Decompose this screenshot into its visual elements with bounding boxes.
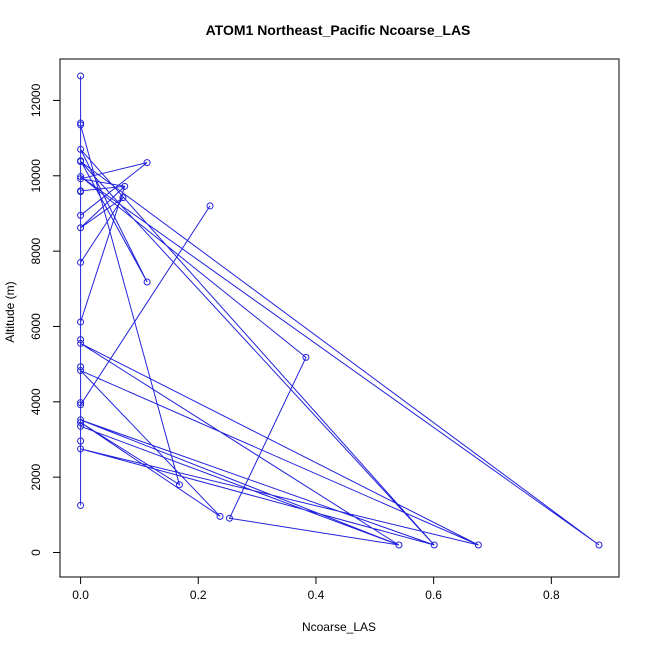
data-point <box>77 224 85 232</box>
data-point <box>77 437 85 445</box>
data-point <box>77 119 85 127</box>
data-point <box>77 188 85 196</box>
x-axis-label: Ncoarse_LAS <box>302 620 376 634</box>
y-axis-label: Altitude (m) <box>3 281 17 342</box>
y-tick-label: 2000 <box>29 463 43 490</box>
data-point <box>77 419 85 427</box>
y-tick-label: 8000 <box>29 237 43 264</box>
x-tick-label: 0.2 <box>190 588 207 602</box>
data-point <box>143 159 151 167</box>
y-tick-label: 12000 <box>29 83 43 117</box>
data-point <box>121 182 129 190</box>
x-tick-label: 0.0 <box>72 588 89 602</box>
data-point <box>175 481 183 489</box>
series-line <box>80 76 600 546</box>
y-tick-label: 6000 <box>29 313 43 340</box>
x-tick-label: 0.4 <box>308 588 325 602</box>
data-point <box>225 514 233 522</box>
data-point <box>77 336 85 344</box>
data-point <box>77 501 85 509</box>
data-point <box>77 211 85 219</box>
data-point <box>77 318 85 326</box>
data-point <box>206 202 214 210</box>
data-point <box>77 175 85 183</box>
data-point <box>77 173 85 181</box>
data-point <box>395 541 403 549</box>
x-tick-label: 0.6 <box>425 588 442 602</box>
data-point <box>77 72 85 80</box>
data-point <box>119 194 127 202</box>
data-point <box>302 353 310 361</box>
data-point <box>595 541 603 549</box>
data-point <box>77 367 85 375</box>
data-point <box>216 512 224 520</box>
data-point <box>143 278 151 286</box>
y-tick-label: 0 <box>29 549 43 556</box>
x-tick-label: 0.8 <box>543 588 560 602</box>
y-tick-label: 10000 <box>29 159 43 193</box>
data-point <box>77 401 85 409</box>
data-point <box>77 339 85 347</box>
data-point <box>77 363 85 371</box>
data-point <box>474 541 482 549</box>
series-points <box>77 72 603 549</box>
data-point <box>77 399 85 407</box>
data-point <box>430 541 438 549</box>
data-point <box>77 258 85 266</box>
data-point <box>77 157 85 165</box>
x-axis: 0.0 0.2 0.4 0.6 0.8 <box>72 576 560 602</box>
data-point <box>77 145 85 153</box>
data-point <box>77 121 85 129</box>
data-point <box>77 445 85 453</box>
chart-title: ATOM1 Northeast_Pacific Ncoarse_LAS <box>206 22 471 38</box>
y-tick-label: 4000 <box>29 388 43 415</box>
series-lines <box>80 76 600 546</box>
y-axis: 0 2000 4000 6000 8000 10000 12000 <box>29 83 61 556</box>
data-point <box>77 422 85 430</box>
